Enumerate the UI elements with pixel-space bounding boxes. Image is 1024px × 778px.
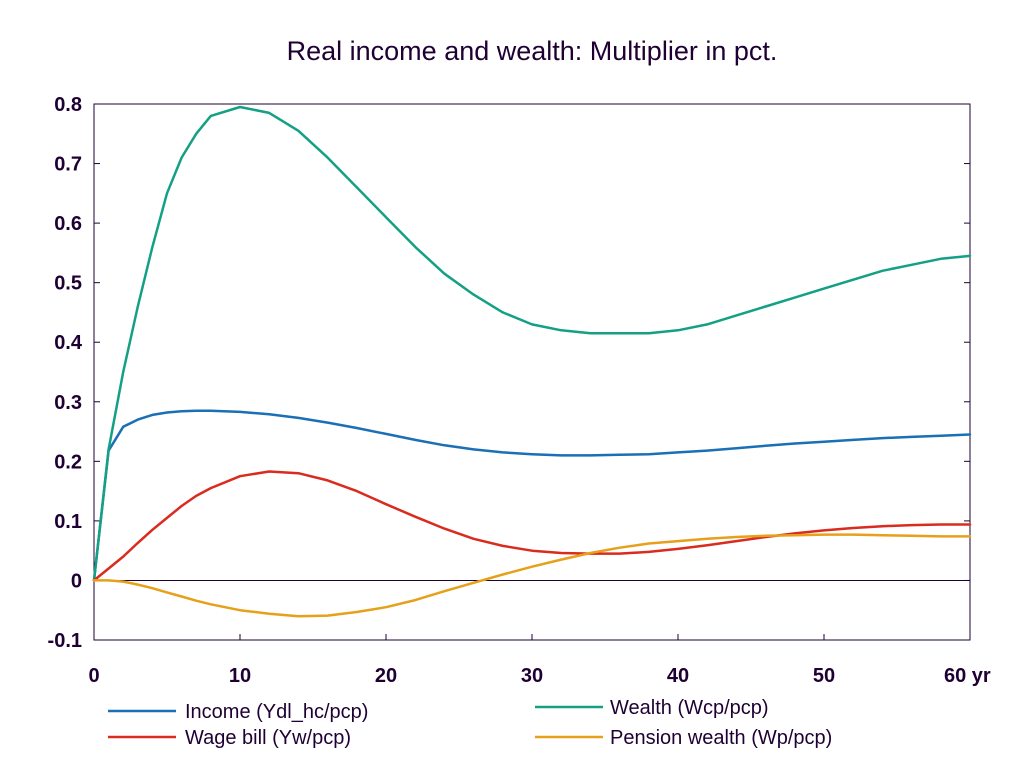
x-tick-label: 0 <box>88 665 99 687</box>
y-tick-label: -0.1 <box>48 630 82 652</box>
series-line-1 <box>92 409 972 582</box>
y-tick-label: 0.3 <box>54 392 82 414</box>
x-tick-label: 40 <box>667 665 689 687</box>
legend-label-2: Wealth (Wcp/pcp) <box>610 697 769 719</box>
y-tick-label: 0.2 <box>54 451 82 473</box>
legend: Income (Ydl_hc/pcp) Wealth (Wcp/pcp) Wage … <box>108 697 832 749</box>
y-tick-label: 0 <box>71 570 82 592</box>
x-tick-label: 10 <box>229 665 251 687</box>
x-tick-label: 60 yr <box>944 665 991 687</box>
y-tick-label: 0.5 <box>54 273 82 295</box>
y-tick-label: 0.7 <box>54 154 82 176</box>
y-tick-label: 0.4 <box>54 332 83 354</box>
y-tick-label: 0.1 <box>54 511 82 533</box>
legend-label-1: Income (Ydl_hc/pcp) <box>185 701 368 723</box>
x-tick-label: 50 <box>813 665 835 687</box>
legend-label-4: Pension wealth (Wp/pcp) <box>610 727 832 749</box>
series-line-4 <box>92 533 972 618</box>
plot-frame <box>93 103 971 641</box>
x-tick-label: 20 <box>375 665 397 687</box>
y-tick-label: 0.8 <box>54 94 82 116</box>
y-tick-label: 0.6 <box>54 213 82 235</box>
series-line-3 <box>92 470 972 582</box>
x-tick-label: 30 <box>521 665 543 687</box>
series-line-2 <box>92 105 972 582</box>
y-axis: -0.1 0 0.1 0.2 0.3 0.4 0.5 0.6 0.7 0.8 <box>48 94 970 652</box>
series-group <box>92 105 972 618</box>
legend-label-3: Wage bill (Yw/pcp) <box>185 727 351 749</box>
x-axis: 0 10 20 30 40 50 60 yr <box>88 634 991 687</box>
chart-title: Real income and wealth: Multiplier in pc… <box>287 36 778 66</box>
